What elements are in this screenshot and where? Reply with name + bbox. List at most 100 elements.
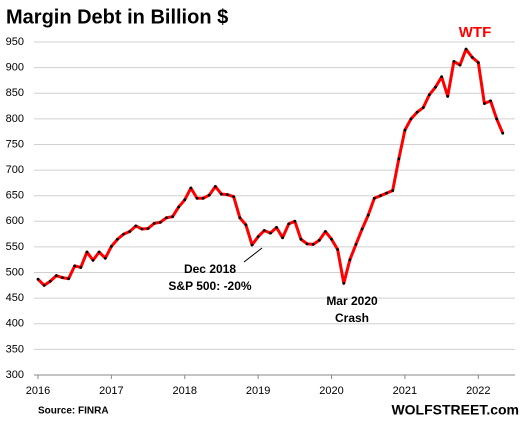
point: [434, 85, 437, 89]
point: [458, 63, 462, 67]
point: [220, 192, 223, 196]
point: [109, 245, 113, 248]
y-tick-label: 350: [6, 343, 24, 355]
point: [275, 226, 278, 229]
y-tick-label: 750: [6, 138, 24, 150]
annotation: WTF: [459, 24, 491, 41]
point: [262, 229, 266, 232]
point: [372, 196, 376, 200]
chart-title: Margin Debt in Billion $: [6, 6, 228, 28]
point: [385, 191, 388, 195]
point: [269, 231, 272, 235]
point: [183, 198, 187, 202]
point: [201, 196, 205, 200]
point: [91, 258, 95, 262]
y-tick-label: 400: [6, 318, 24, 330]
point: [48, 279, 52, 283]
y-tick-label: 550: [6, 241, 24, 253]
point: [409, 117, 413, 121]
point: [440, 75, 444, 79]
point: [116, 237, 119, 241]
point: [42, 283, 46, 287]
point: [238, 216, 242, 220]
point: [73, 264, 77, 268]
brand: WOLFSTREET.com: [391, 402, 519, 418]
point: [122, 232, 126, 236]
point: [171, 215, 174, 219]
y-tick-label: 850: [6, 87, 24, 99]
annotation: Dec 2018: [184, 262, 236, 276]
point: [134, 224, 138, 228]
point: [158, 220, 162, 224]
point: [446, 94, 450, 98]
point: [330, 237, 333, 241]
x-tick-label: 2019: [246, 385, 270, 397]
point: [336, 248, 340, 251]
point: [189, 186, 193, 190]
annotation: Mar 2020: [326, 294, 378, 308]
point: [293, 219, 297, 223]
point: [348, 258, 352, 262]
annotation: Crash: [335, 311, 369, 325]
x-tick-label: 2022: [466, 385, 490, 397]
point: [103, 256, 107, 260]
point: [495, 117, 499, 121]
y-tick-label: 300: [6, 369, 24, 381]
point: [36, 277, 40, 281]
y-tick-label: 650: [6, 190, 24, 202]
y-tick-label: 700: [6, 164, 24, 176]
point: [415, 110, 419, 114]
line: [36, 47, 505, 287]
point: [256, 235, 260, 239]
annotation: S&P 500: -20%: [168, 279, 251, 293]
point: [379, 194, 382, 198]
point: [207, 193, 211, 197]
y-tick-label: 900: [6, 62, 24, 74]
point: [213, 185, 217, 188]
x-tick-label: 2017: [99, 385, 123, 397]
point: [427, 93, 431, 97]
point: [146, 227, 150, 230]
point: [226, 193, 229, 197]
x-tick-label: 2018: [173, 385, 197, 397]
point: [97, 250, 101, 254]
point: [324, 230, 327, 233]
point: [281, 236, 284, 240]
arrow: [243, 247, 263, 263]
point: [489, 99, 492, 103]
point: [391, 189, 395, 192]
point: [501, 131, 505, 135]
y-tick-label: 500: [6, 266, 24, 278]
y-tick-label: 600: [6, 215, 24, 227]
point: [452, 60, 456, 63]
point: [128, 230, 132, 233]
point: [421, 106, 425, 109]
point: [311, 242, 315, 246]
point: [54, 274, 58, 278]
point: [152, 221, 156, 225]
point: [342, 281, 346, 285]
point: [79, 266, 83, 269]
point: [476, 61, 480, 64]
point: [464, 47, 468, 51]
point: [305, 242, 309, 246]
point: [140, 227, 144, 231]
x-tick-label: 2021: [393, 385, 417, 397]
point: [299, 237, 303, 241]
point: [232, 195, 236, 199]
y-tick-label: 800: [6, 113, 24, 125]
point: [244, 223, 248, 227]
point: [61, 276, 64, 280]
point: [354, 242, 358, 246]
point: [250, 243, 254, 247]
point: [165, 216, 168, 220]
point: [317, 238, 321, 242]
point: [195, 196, 199, 200]
x-tick-label: 2020: [319, 385, 343, 397]
point: [397, 157, 401, 161]
point: [177, 205, 181, 209]
point: [67, 277, 71, 281]
source: Source: FINRA: [38, 406, 109, 417]
point: [482, 102, 486, 105]
